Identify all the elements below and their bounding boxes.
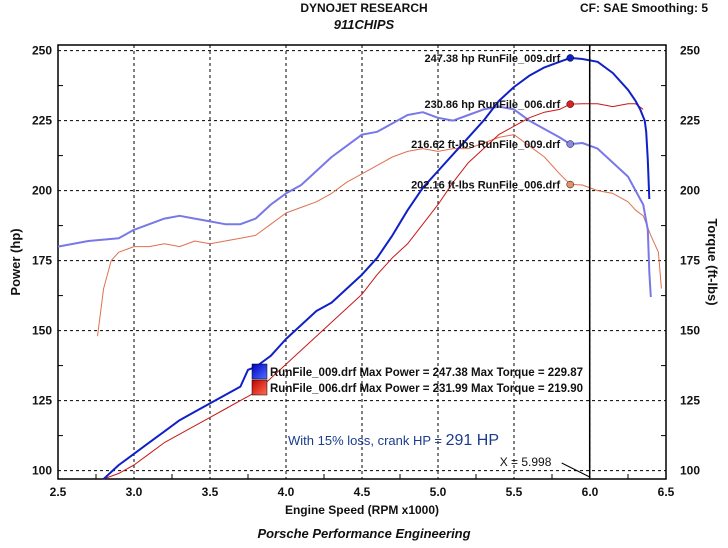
y-tick-label-right: 225 (680, 114, 700, 128)
y-tick-label-right: 200 (680, 184, 700, 198)
y-tick-label-left: 125 (32, 394, 52, 408)
legend-swatch-2 (251, 379, 268, 396)
legend: RunFile_009.drf Max Power = 247.38 Max T… (251, 363, 583, 396)
y-axis-label-right: Torque (ft-lbs) (705, 218, 720, 305)
peak-label-3: 216.62 ft-lbs RunFile_009.drf (411, 139, 560, 151)
series-line-torque-009 (57, 105, 652, 298)
legend-text-2: RunFile_006.drf Max Power = 231.99 Max T… (270, 383, 583, 395)
x-tick-label: 3.0 (126, 485, 143, 499)
correction-smoothing-info: CF: SAE Smoothing: 5 (580, 1, 708, 15)
y-tick-label-right: 150 (680, 324, 700, 338)
y-tick-label-right: 100 (680, 464, 700, 478)
series-lines (57, 56, 662, 480)
cursor-group: X = 5.998 (500, 45, 591, 479)
x-tick-label: 3.5 (202, 485, 219, 499)
legend-text-1: RunFile_009.drf Max Power = 247.38 Max T… (270, 367, 583, 379)
series-line-power-009 (102, 56, 651, 480)
axis-ticks: 2.5 3.0 3.5 4.0 4.5 5.0 5.5 6.0 6.5 100 100 125 125 1… (32, 44, 700, 499)
peak-marker-2 (566, 100, 574, 108)
x-axis-label: Engine Speed (RPM x1000) (285, 503, 439, 517)
crank-hp-note-value: 291 HP (446, 432, 499, 449)
crank-hp-note: With 15% loss, crank HP = 291 HP (288, 432, 499, 449)
x-tick-label: 2.5 (50, 485, 67, 499)
cursor-label: X = 5.998 (500, 455, 552, 469)
y-tick-label-left: 225 (32, 114, 52, 128)
chart-footer: Porsche Performance Engineering (257, 526, 471, 541)
y-tick-label-right: 175 (680, 254, 700, 268)
x-tick-label: 6.0 (582, 485, 599, 499)
peak-label-2: 230.86 hp RunFile_006.drf (425, 99, 561, 111)
legend-swatch-1 (251, 363, 268, 380)
crank-hp-note-prefix: With 15% loss, crank HP = (288, 433, 446, 448)
peak-label-4: 202.16 ft-lbs RunFile_006.drf (411, 180, 560, 192)
cursor-pointer (561, 462, 590, 478)
y-tick-label-right: 250 (680, 44, 700, 58)
x-tick-label: 6.5 (658, 485, 675, 499)
peak-marker-3 (566, 140, 574, 148)
chart-header-title: DYNOJET RESEARCH (300, 1, 428, 15)
y-tick-label-left: 175 (32, 254, 52, 268)
y-axis-label-left: Power (hp) (8, 228, 23, 295)
series-line-torque-006 (97, 134, 662, 337)
peak-label-1: 247.38 hp RunFile_009.drf (425, 53, 561, 65)
chart-header-subtitle: 911CHIPS (333, 17, 395, 32)
y-tick-label-left: 100 (32, 464, 52, 478)
x-tick-label: 5.5 (506, 485, 523, 499)
peak-marker-1 (566, 54, 574, 62)
y-tick-label-left: 150 (32, 324, 52, 338)
x-tick-label: 5.0 (430, 485, 447, 499)
x-tick-label: 4.5 (354, 485, 371, 499)
x-tick-label: 4.0 (278, 485, 295, 499)
y-tick-label-left: 200 (32, 184, 52, 198)
peak-marker-4 (566, 180, 574, 189)
peak-labels: 247.38 hp RunFile_009.drf 230.86 hp RunFi… (411, 53, 574, 192)
y-tick-label-left: 250 (32, 44, 52, 58)
y-tick-label-right: 125 (680, 394, 700, 408)
